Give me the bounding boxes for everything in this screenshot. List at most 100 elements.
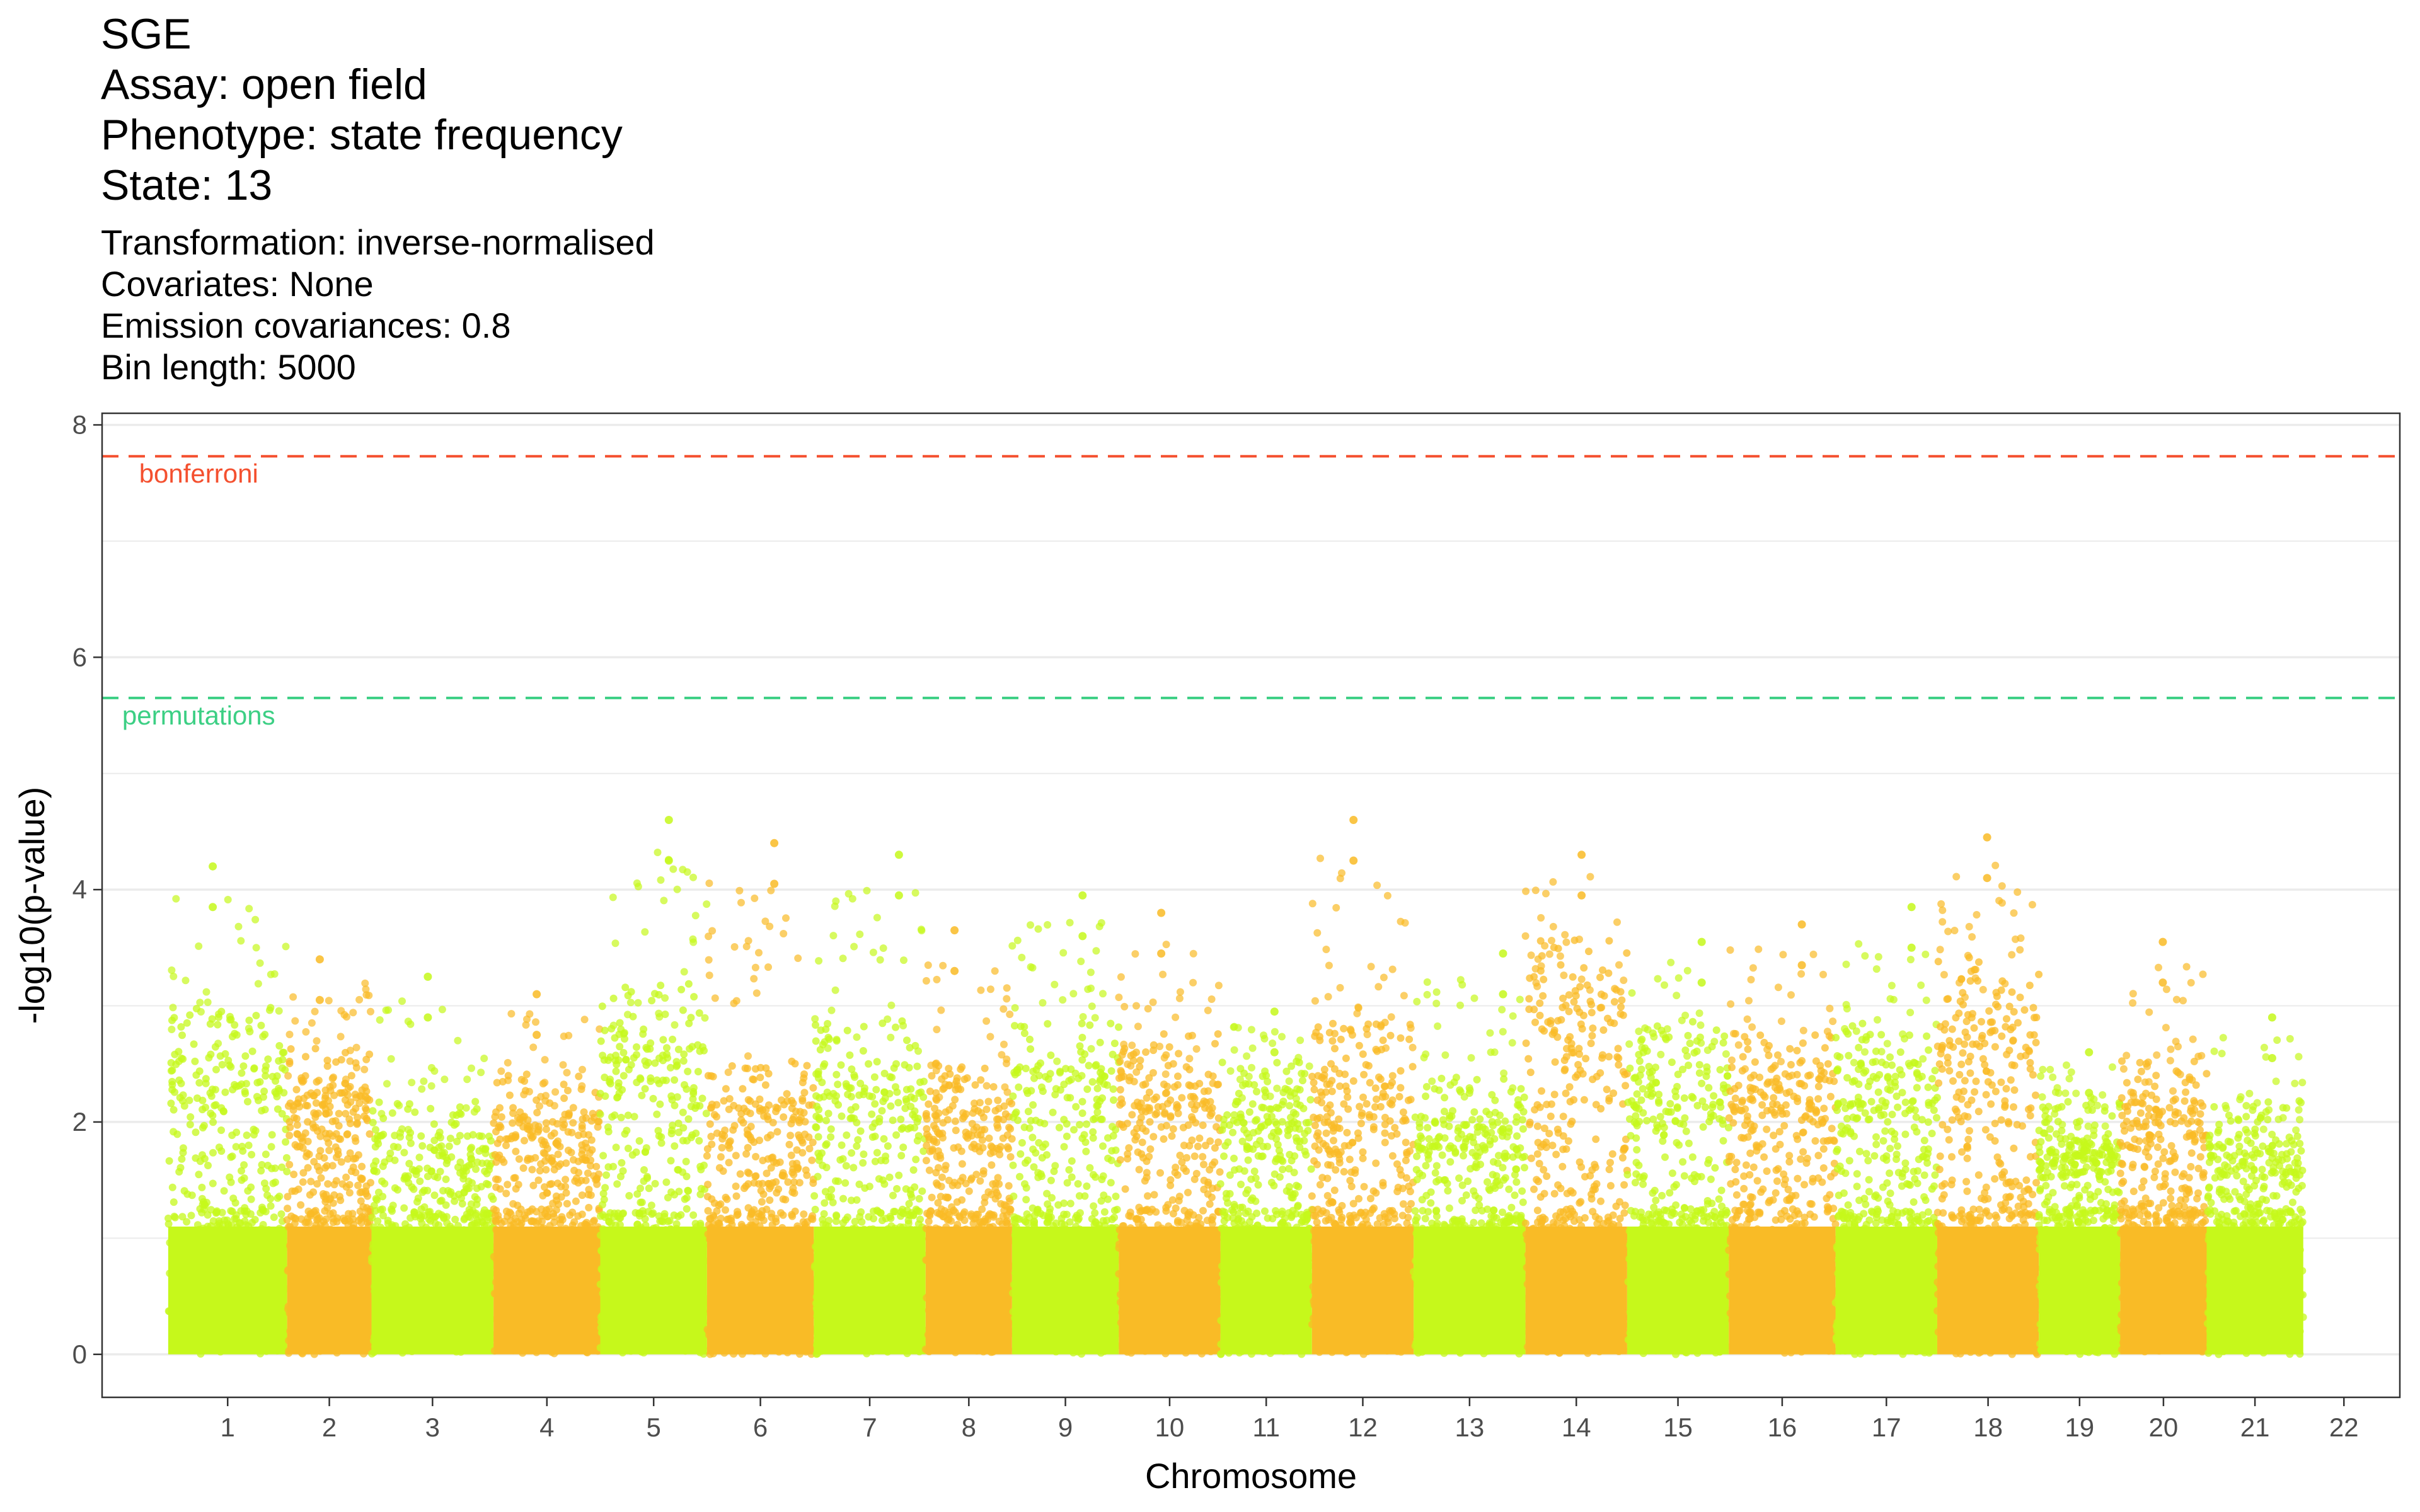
snp-point: [311, 1113, 320, 1121]
snp-point: [933, 1026, 941, 1034]
snp-point: [170, 1128, 178, 1136]
snp-point: [640, 1177, 648, 1185]
snp-point: [569, 1119, 577, 1127]
snp-point: [641, 1085, 649, 1093]
snp-point: [296, 1102, 304, 1111]
snp-point: [952, 1126, 960, 1135]
peak-snp-point: [315, 955, 324, 964]
snp-point: [325, 1147, 333, 1154]
snp-point: [372, 1126, 379, 1134]
snp-point: [601, 1184, 609, 1192]
snp-point: [439, 1187, 447, 1194]
snp-point: [631, 1209, 640, 1217]
snp-point: [381, 1179, 389, 1188]
snp-point: [657, 1133, 666, 1141]
snp-point: [185, 1096, 193, 1104]
snp-point: [735, 886, 744, 895]
snp-point: [313, 1216, 321, 1224]
snp-point: [829, 1090, 838, 1097]
snp-point: [465, 1161, 473, 1169]
snp-point: [177, 1023, 185, 1031]
snp-point: [352, 1063, 360, 1072]
snp-point: [744, 1180, 752, 1188]
snp-point: [509, 1119, 517, 1127]
snp-point: [624, 1144, 632, 1152]
snp-point: [270, 970, 279, 978]
snp-point: [1099, 990, 1107, 998]
snp-point: [834, 1177, 842, 1185]
snp-point: [700, 1046, 708, 1055]
snp-point: [552, 1192, 560, 1200]
snp-point: [1100, 1080, 1108, 1088]
snp-point: [579, 1146, 587, 1154]
snp-point: [831, 986, 839, 994]
snp-point: [1110, 1096, 1117, 1104]
snp-point: [967, 1176, 975, 1184]
snp-point: [515, 1119, 523, 1127]
snp-point: [884, 1142, 892, 1150]
snp-point: [1112, 1193, 1120, 1200]
snp-point: [270, 1213, 278, 1222]
snp-point: [606, 1075, 614, 1084]
snp-point: [303, 1149, 311, 1157]
snp-point: [1069, 990, 1078, 998]
snp-point: [472, 1165, 480, 1173]
snp-point: [634, 883, 642, 891]
snp-point: [646, 1045, 654, 1053]
snp-point: [282, 942, 290, 951]
snp-point: [1006, 1153, 1015, 1161]
snp-point: [856, 1213, 864, 1221]
snp-point: [684, 980, 693, 988]
snp-point: [880, 1135, 888, 1143]
snp-point: [450, 1121, 458, 1129]
snp-point: [495, 1123, 503, 1131]
snp-point: [367, 1179, 374, 1187]
snp-point: [899, 1022, 908, 1029]
snp-point: [467, 1200, 475, 1208]
snp-point: [456, 1131, 464, 1140]
snp-point: [552, 1206, 560, 1214]
snp-point: [204, 998, 212, 1006]
snp-point: [228, 1208, 236, 1215]
snp-point: [721, 1126, 729, 1135]
snp-point: [178, 1213, 187, 1221]
snp-point: [504, 1181, 512, 1189]
snp-point: [1109, 1050, 1117, 1058]
snp-point: [931, 1111, 939, 1120]
snp-point: [1000, 1201, 1008, 1209]
snp-point: [879, 1097, 887, 1106]
snp-point: [956, 1213, 964, 1222]
snp-point: [355, 1099, 364, 1108]
snp-point: [759, 1157, 767, 1164]
snp-point: [522, 1070, 531, 1079]
snp-point: [761, 917, 769, 925]
snp-point: [619, 1072, 628, 1080]
snp-point: [1078, 1019, 1086, 1028]
snp-point: [822, 1141, 830, 1149]
snp-point: [233, 1128, 241, 1137]
snp-point: [214, 1021, 222, 1029]
snp-point: [473, 1158, 481, 1166]
snp-point: [989, 1148, 998, 1156]
snp-point: [1090, 1115, 1097, 1123]
snp-point: [732, 997, 740, 1005]
snp-point: [1109, 1123, 1116, 1131]
snp-point: [689, 1211, 698, 1219]
snp-point: [628, 1151, 637, 1159]
snp-point: [633, 1051, 640, 1059]
snp-point: [1066, 919, 1074, 927]
snp-point: [416, 1177, 424, 1185]
snp-point: [722, 1085, 730, 1093]
snp-point: [670, 1211, 678, 1219]
snp-point: [683, 1194, 691, 1202]
snp-point: [1047, 1051, 1055, 1059]
snp-point: [547, 1131, 555, 1140]
snp-point: [634, 999, 642, 1007]
snp-point: [1009, 1161, 1017, 1169]
snp-point: [873, 1148, 881, 1157]
snp-point: [580, 1108, 588, 1116]
snp-point: [292, 1114, 301, 1123]
snp-point: [175, 1057, 183, 1065]
snp-point: [252, 944, 260, 952]
snp-point: [381, 1158, 389, 1166]
